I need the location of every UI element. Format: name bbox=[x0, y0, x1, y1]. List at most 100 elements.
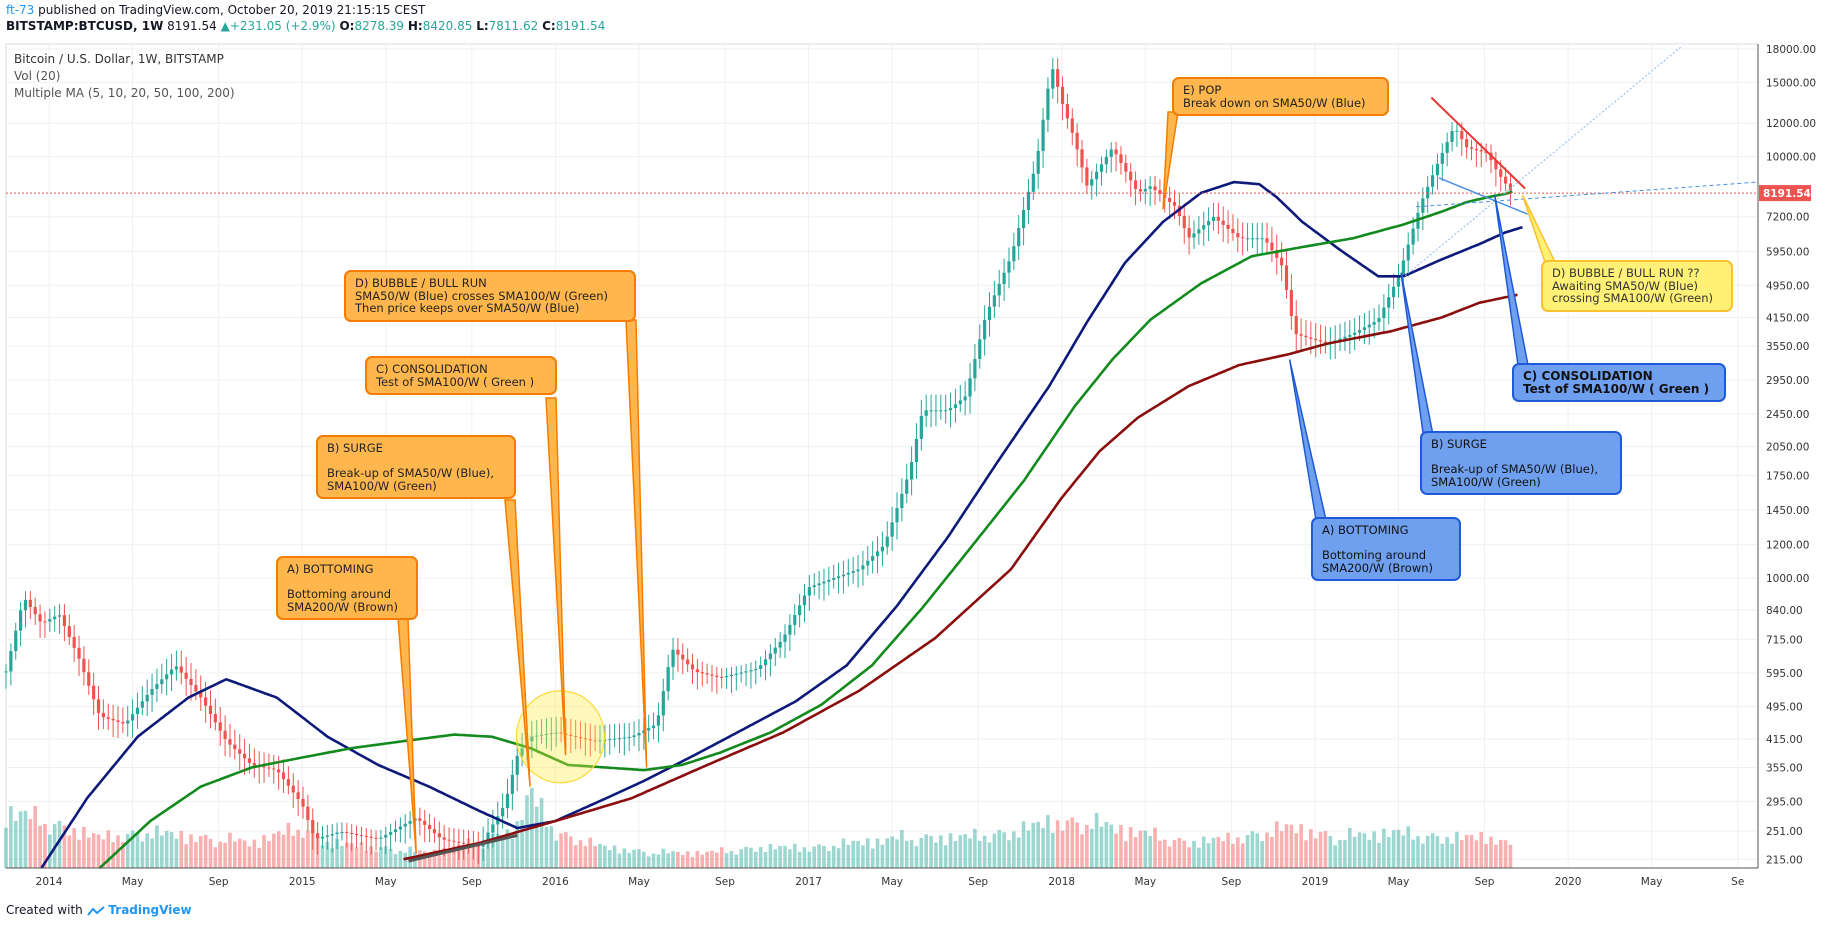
x-tick-label: Sep bbox=[968, 876, 988, 888]
candle-body bbox=[905, 479, 909, 494]
volume-bar bbox=[1406, 826, 1411, 868]
volume-bar bbox=[349, 843, 354, 868]
candle-body bbox=[1017, 228, 1021, 247]
x-tick-label: Sep bbox=[209, 876, 229, 888]
open-label: O: bbox=[339, 19, 355, 33]
candle-body bbox=[354, 833, 359, 835]
volume-bar bbox=[276, 831, 281, 868]
note-left-consolidation[interactable]: C) CONSOLIDATION Test of SMA100/W ( Gree… bbox=[365, 356, 557, 395]
note-right-surge[interactable]: B) SURGE Break-up of SMA50/W (Blue), SMA… bbox=[1420, 431, 1622, 495]
volume-bar bbox=[1352, 836, 1357, 868]
candle-body bbox=[914, 438, 919, 463]
pointer-pop bbox=[1162, 111, 1179, 210]
candle-body bbox=[841, 574, 846, 577]
candle-body bbox=[1153, 186, 1157, 191]
volume-bar bbox=[1162, 839, 1167, 868]
volume-bar bbox=[155, 825, 159, 868]
legend-volume[interactable]: Vol (20) bbox=[14, 69, 61, 83]
candle-body bbox=[1158, 190, 1162, 195]
candle-body bbox=[398, 826, 402, 830]
volume-bar bbox=[651, 853, 656, 868]
volume-bar bbox=[1133, 837, 1138, 868]
candle-body bbox=[1396, 276, 1401, 287]
volume-bar bbox=[1046, 815, 1050, 868]
candle-body bbox=[783, 634, 787, 642]
y-tick-label: 2050.00 bbox=[1766, 442, 1809, 454]
publish-line: ft-73 published on TradingView.com, Octo… bbox=[6, 2, 605, 18]
candle-body bbox=[856, 569, 860, 572]
candle-body bbox=[1372, 322, 1376, 325]
x-tick-label: 2020 bbox=[1555, 876, 1582, 888]
volume-bar bbox=[1474, 840, 1479, 868]
candle-body bbox=[1460, 130, 1464, 140]
candle-body bbox=[1494, 160, 1498, 170]
volume-bar bbox=[203, 834, 208, 868]
volume-bar bbox=[1503, 840, 1508, 868]
volume-bar bbox=[345, 842, 349, 868]
candle-body bbox=[1392, 286, 1396, 298]
candle-body bbox=[311, 819, 315, 834]
candle-body bbox=[1046, 88, 1050, 120]
note-left-surge[interactable]: B) SURGE Break-up of SMA50/W (Blue), SMA… bbox=[316, 435, 516, 499]
moving-averages bbox=[40, 180, 1523, 869]
tradingview-brand-link[interactable]: TradingView bbox=[108, 903, 192, 917]
candle-body bbox=[919, 415, 923, 439]
volume-bar bbox=[1109, 824, 1114, 868]
candle-body bbox=[296, 792, 300, 799]
note-pop[interactable]: E) POP Break down on SMA50/W (Blue) bbox=[1172, 77, 1389, 116]
volume-bar bbox=[544, 826, 549, 868]
legend-ma[interactable]: Multiple MA (5, 10, 20, 50, 100, 200) bbox=[14, 86, 235, 100]
candle-body bbox=[1182, 216, 1186, 229]
candle-body bbox=[62, 615, 67, 627]
candle-body bbox=[116, 720, 120, 722]
candle-body bbox=[934, 410, 938, 412]
candle-body bbox=[510, 774, 514, 794]
volume-bar bbox=[1421, 843, 1425, 868]
candle-body bbox=[1221, 220, 1225, 225]
note-right-bubble[interactable]: D) BUBBLE / BULL RUN ?? Awaiting SMA50/W… bbox=[1541, 260, 1733, 312]
note-left-bubble[interactable]: D) BUBBLE / BULL RUN SMA50/W (Blue) cros… bbox=[344, 270, 636, 322]
volume-bar bbox=[1372, 831, 1376, 868]
volume-bar bbox=[1041, 828, 1045, 868]
candle-body bbox=[267, 767, 271, 769]
note-right-consolidation[interactable]: C) CONSOLIDATION Test of SMA100/W ( Gree… bbox=[1512, 363, 1726, 402]
volume-bar bbox=[1338, 840, 1342, 868]
candle-body bbox=[554, 732, 558, 734]
legend-title[interactable]: Bitcoin / U.S. Dollar, 1W, BITSTAMP bbox=[14, 52, 224, 66]
candle-body bbox=[447, 839, 451, 841]
volume-bar bbox=[987, 842, 992, 868]
note-left-bottoming[interactable]: A) BOTTOMING Bottoming around SMA200/W (… bbox=[276, 556, 418, 620]
candle-body bbox=[379, 837, 383, 839]
note-right-bottoming[interactable]: A) BOTTOMING Bottoming around SMA200/W (… bbox=[1311, 517, 1461, 581]
author-link[interactable]: ft-73 bbox=[6, 3, 35, 17]
sma50-line bbox=[40, 180, 1523, 869]
volume-bar bbox=[1294, 833, 1299, 868]
x-tick-label: 2017 bbox=[795, 876, 822, 888]
volume-bar bbox=[1221, 841, 1226, 868]
volume-bar bbox=[715, 852, 719, 868]
volume-bar bbox=[432, 849, 437, 868]
candle-body bbox=[432, 829, 437, 834]
volume-bar bbox=[909, 840, 914, 868]
candle-body bbox=[1318, 340, 1323, 342]
volume-bar bbox=[1158, 840, 1162, 868]
volume-bar bbox=[1187, 847, 1191, 868]
candle-body bbox=[953, 404, 958, 409]
candle-body bbox=[1387, 297, 1391, 308]
volume-bar bbox=[301, 837, 305, 868]
volume-bar bbox=[729, 851, 734, 868]
volume-bar bbox=[695, 850, 700, 868]
candle-body bbox=[1499, 169, 1503, 177]
candle-body bbox=[345, 832, 349, 834]
volume-bar bbox=[753, 851, 758, 868]
volume-bar bbox=[1459, 839, 1464, 868]
y-tick-label: 715.00 bbox=[1766, 634, 1803, 646]
candle-body bbox=[983, 320, 987, 340]
candle-body bbox=[1002, 272, 1006, 284]
volume-bar bbox=[739, 849, 743, 868]
candle-body bbox=[150, 688, 154, 695]
volume-bar bbox=[271, 833, 276, 868]
candle-body bbox=[700, 672, 704, 674]
candle-body bbox=[686, 659, 690, 665]
